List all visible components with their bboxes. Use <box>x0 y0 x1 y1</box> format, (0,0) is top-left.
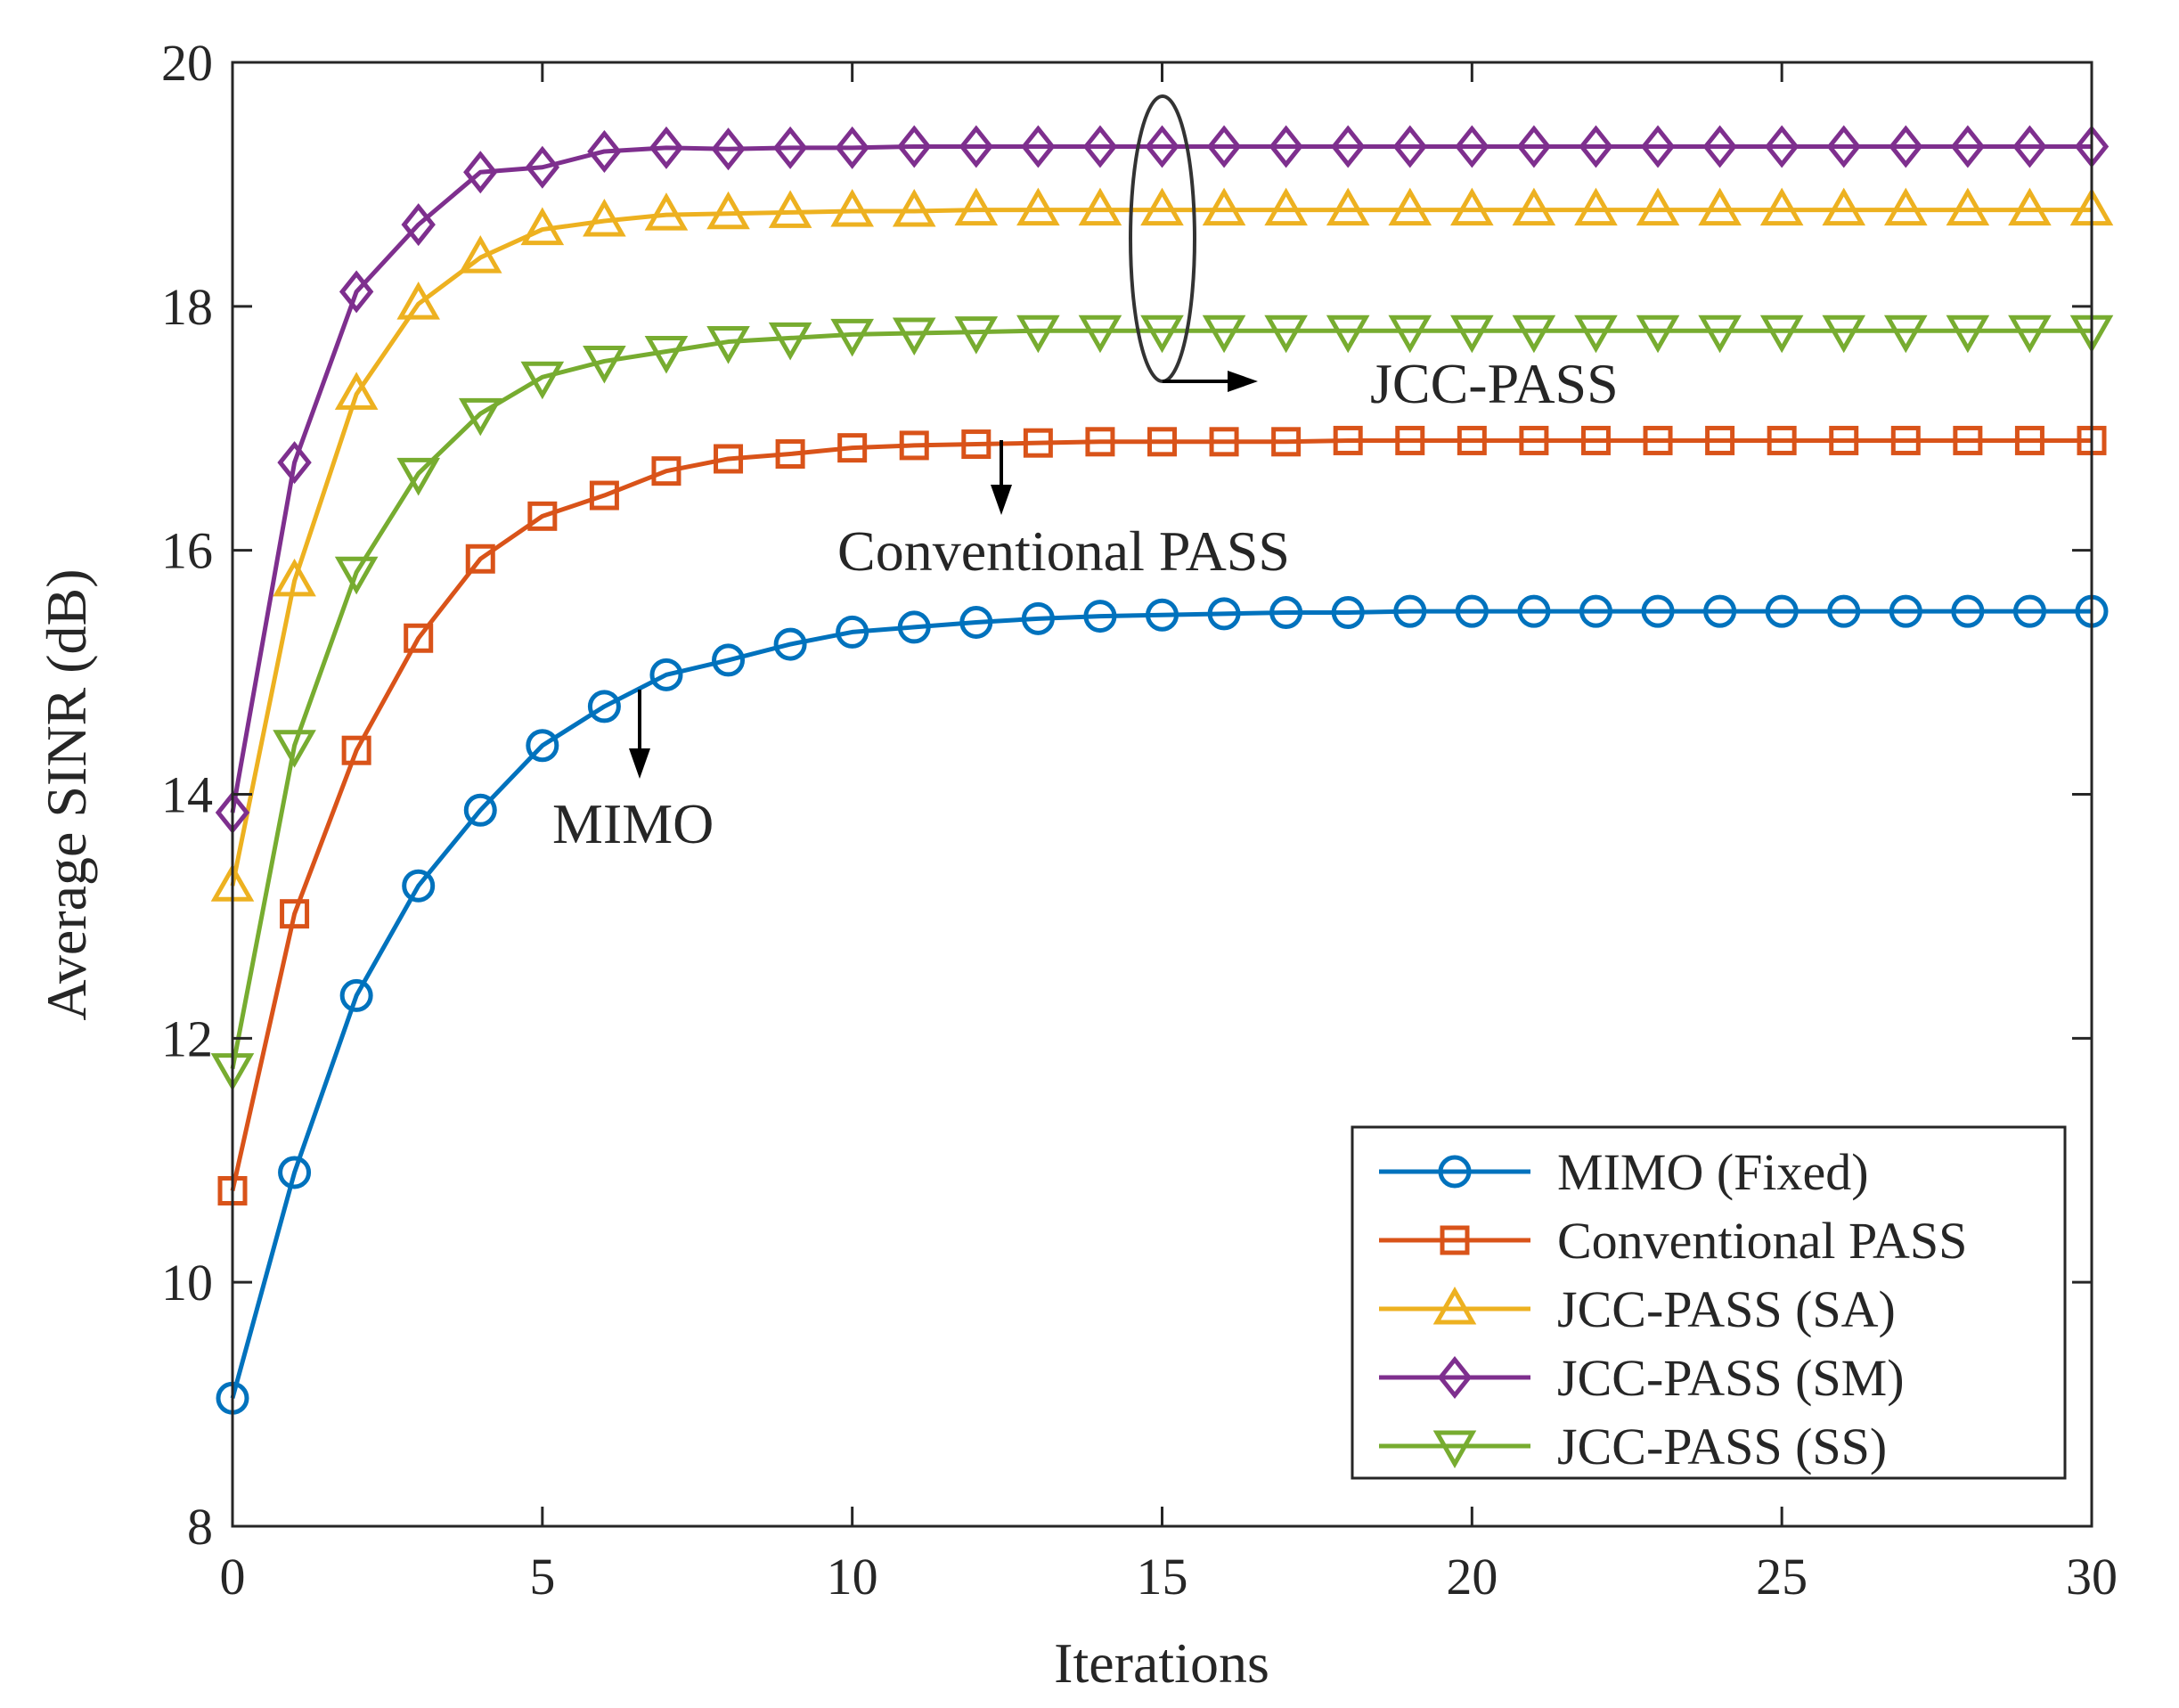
y-tick-label: 10 <box>161 1254 213 1312</box>
legend-label: JCC-PASS (SM) <box>1557 1349 1905 1407</box>
x-tick-label: 10 <box>827 1548 878 1606</box>
x-axis-label: Iterations <box>1054 1631 1269 1695</box>
x-tick-label: 5 <box>529 1548 555 1606</box>
x-tick-label: 15 <box>1137 1548 1188 1606</box>
legend: MIMO (Fixed) Conventional PASS JCC-PASS (S… <box>1352 1127 2065 1478</box>
legend-label: Conventional PASS <box>1557 1212 1967 1270</box>
legend-label: JCC-PASS (SS) <box>1557 1418 1887 1475</box>
y-tick-label: 16 <box>161 522 213 580</box>
y-tick-label: 20 <box>161 34 213 92</box>
x-tick-label: 20 <box>1446 1548 1498 1606</box>
x-tick-label: 30 <box>2066 1548 2118 1606</box>
conventional-annotation-label: Conventional PASS <box>837 519 1290 583</box>
sinr-line-chart: 0 5 10 15 20 25 30 8 10 12 14 16 18 20 Iterations Ave… <box>0 0 2179 1708</box>
x-tick-label: 0 <box>220 1548 246 1606</box>
y-tick-label: 12 <box>161 1009 213 1067</box>
mimo-annotation-label: MIMO <box>552 792 714 855</box>
legend-label: MIMO (Fixed) <box>1557 1143 1869 1201</box>
y-tick-label: 14 <box>161 766 213 824</box>
y-tick-label: 18 <box>161 278 213 336</box>
legend-label: JCC-PASS (SA) <box>1557 1280 1896 1338</box>
y-axis-label: Average SINR (dB) <box>35 568 98 1020</box>
x-tick-label: 25 <box>1756 1548 1808 1606</box>
jcc-pass-annotation-label: JCC-PASS <box>1370 352 1619 415</box>
y-tick-label: 8 <box>187 1498 213 1556</box>
